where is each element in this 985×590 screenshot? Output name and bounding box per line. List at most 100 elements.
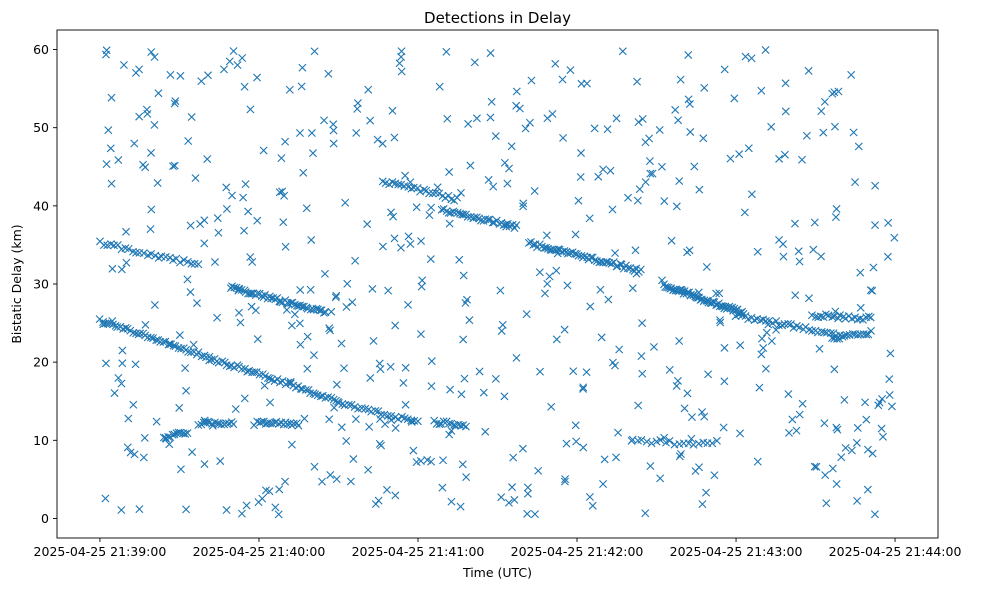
clutter-point (530, 510, 539, 519)
clutter-point (117, 379, 126, 388)
clutter-point (373, 135, 382, 144)
clutter-point (720, 343, 729, 352)
clutter-point (123, 443, 132, 452)
clutter-point (455, 255, 464, 264)
track-point (294, 421, 303, 430)
clutter-point (340, 364, 349, 373)
track-point (338, 399, 347, 408)
clutter-point (171, 97, 180, 106)
clutter-point (456, 502, 465, 511)
clutter-point (519, 199, 528, 208)
track-point (435, 420, 444, 429)
track-point (128, 247, 137, 256)
clutter-point (404, 300, 413, 309)
clutter-point (648, 169, 657, 178)
clutter-point (117, 506, 126, 514)
clutter-point (767, 122, 776, 131)
track-point (321, 308, 330, 317)
track-point (152, 336, 161, 345)
clutter-point (303, 364, 312, 373)
clutter-point (427, 382, 436, 391)
clutter-point (364, 465, 373, 474)
clutter-point (484, 175, 493, 184)
clutter-point (329, 120, 338, 129)
clutter-point (445, 430, 454, 439)
clutter-point (832, 480, 841, 488)
clutter-point (175, 403, 184, 412)
clutter-point (388, 106, 397, 115)
track-point (656, 436, 665, 445)
clutter-point (130, 450, 139, 459)
clutter-point (391, 321, 400, 330)
clutter-point (124, 414, 133, 423)
clutter-point (869, 263, 878, 272)
clutter-point (559, 133, 568, 142)
clutter-point (320, 269, 329, 278)
track-point (164, 340, 173, 349)
clutter-point (877, 424, 886, 433)
track-point (255, 370, 264, 379)
clutter-point (481, 427, 490, 436)
clutter-point (298, 63, 307, 72)
clutter-point (104, 126, 113, 135)
clutter-point (491, 132, 500, 141)
clutter-point (191, 174, 200, 183)
clutter-point (868, 286, 877, 295)
clutter-point (886, 349, 895, 358)
clutter-point (716, 318, 725, 327)
clutter-point (435, 82, 444, 91)
clutter-point (600, 455, 609, 464)
clutter-point (887, 402, 896, 411)
clutter-point (117, 265, 126, 274)
clutter-point (851, 178, 860, 187)
clutter-point (522, 310, 531, 319)
clutter-point (874, 401, 883, 410)
track-point (177, 344, 186, 353)
clutter-point (761, 364, 770, 373)
track-point (687, 290, 695, 299)
clutter-point (389, 212, 398, 221)
clutter-point (486, 113, 495, 122)
clutter-point (150, 120, 159, 129)
clutter-point (832, 204, 841, 213)
clutter-point (849, 128, 858, 137)
clutter-point (785, 428, 793, 437)
clutter-point (590, 124, 599, 133)
clutter-point (863, 485, 872, 494)
clutter-point (608, 205, 617, 214)
clutter-point (656, 474, 665, 483)
clutter-point (830, 88, 839, 97)
clutter-point (715, 316, 724, 325)
clutter-point (649, 342, 658, 351)
track-point (287, 298, 296, 307)
clutter-point (341, 198, 350, 207)
clutter-point (443, 114, 452, 123)
clutter-point (391, 491, 400, 500)
clutter-point (287, 321, 296, 330)
clutter-point (390, 234, 399, 243)
clutter-point (348, 298, 357, 307)
clutter-point (139, 160, 148, 169)
clutter-point (200, 216, 209, 225)
clutter-point (146, 225, 155, 234)
clutter-point (674, 116, 683, 125)
clutter-point (702, 488, 711, 497)
clutter-point (295, 319, 304, 328)
clutter-point (118, 359, 127, 368)
track-point (864, 330, 873, 339)
clutter-point (614, 428, 623, 437)
clutter-point (794, 247, 803, 256)
track-point (170, 430, 179, 439)
clutter-point (521, 124, 530, 133)
track-point (778, 321, 787, 330)
track-point (324, 393, 333, 402)
clutter-point (214, 228, 223, 237)
clutter-point (351, 415, 360, 424)
clutter-point (540, 289, 549, 298)
clutter-point (755, 383, 764, 392)
clutter-point (281, 242, 290, 251)
track-point (590, 256, 599, 265)
clutter-point (503, 179, 512, 188)
track-point (554, 245, 563, 254)
clutter-point (561, 475, 570, 484)
